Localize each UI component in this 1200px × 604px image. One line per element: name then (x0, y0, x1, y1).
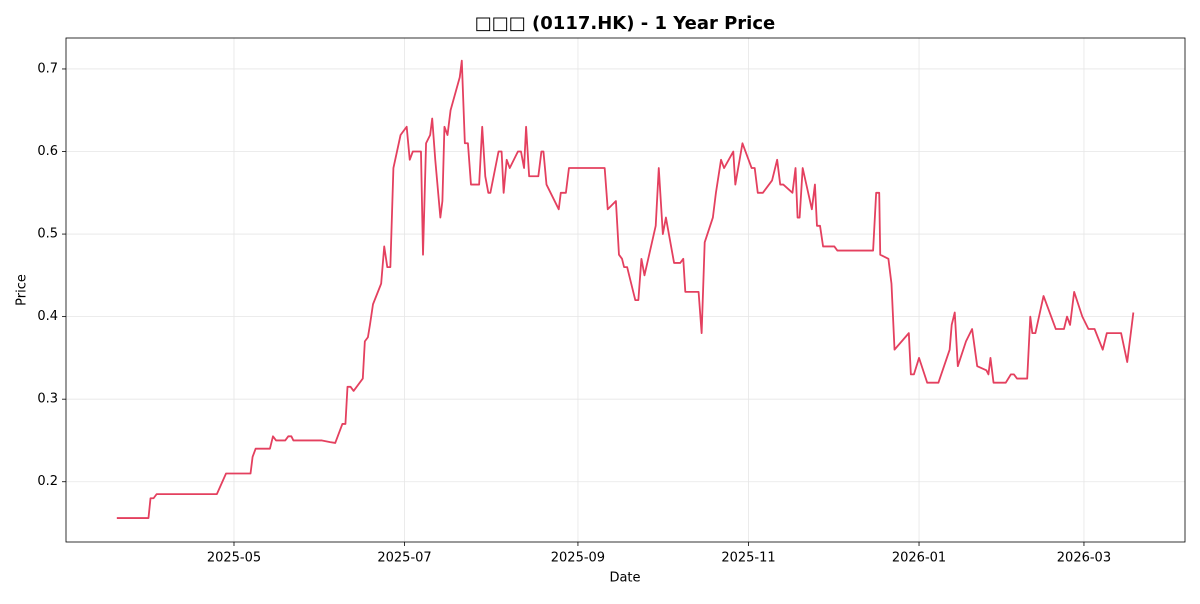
plot-frame (65, 37, 1186, 543)
x-tick-label: 2025-07 (377, 551, 431, 566)
y-tick-label: 0.6 (37, 144, 58, 159)
chart-title: □□□ (0117.HK) - 1 Year Price (475, 13, 775, 34)
y-tick-label: 0.7 (37, 61, 58, 76)
y-axis-label: Price (15, 274, 30, 306)
line-series (116, 59, 1135, 519)
x-tick-label: 2025-09 (551, 551, 605, 566)
x-tick-label: 2026-01 (892, 551, 946, 566)
y-tick-label: 0.3 (37, 392, 58, 407)
x-axis-label: Date (609, 571, 640, 586)
y-tick-label: 0.2 (37, 474, 58, 489)
y-tick-label: 0.5 (37, 227, 58, 242)
x-tick-label: 2025-05 (207, 551, 261, 566)
x-tick-label: 2026-03 (1057, 551, 1111, 566)
y-tick-label: 0.4 (37, 309, 58, 324)
grid (66, 38, 1185, 542)
plot (116, 59, 1135, 519)
x-tick-label: 2025-11 (721, 551, 775, 566)
